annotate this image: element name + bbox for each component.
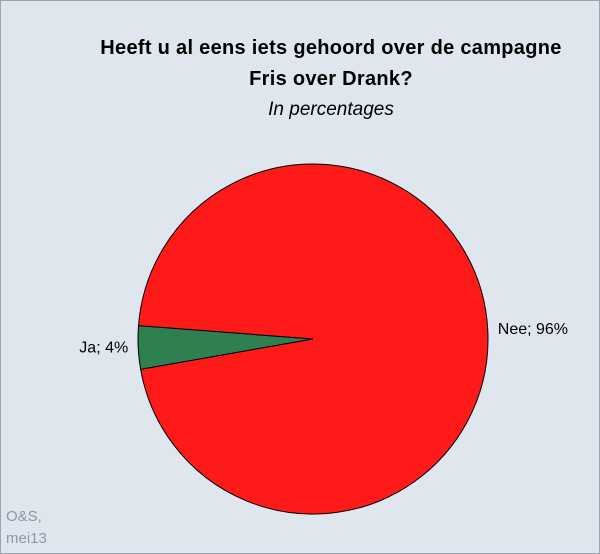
chart-title: Heeft u al eens iets gehoord over de cam… <box>100 37 562 90</box>
data-label: Nee; 96% <box>498 321 568 338</box>
chart-subtitle: In percentages <box>268 99 394 120</box>
source-note: O&S, mei13 <box>6 508 47 547</box>
pie-slice <box>137 163 489 515</box>
data-label: Ja; 4% <box>79 339 128 356</box>
